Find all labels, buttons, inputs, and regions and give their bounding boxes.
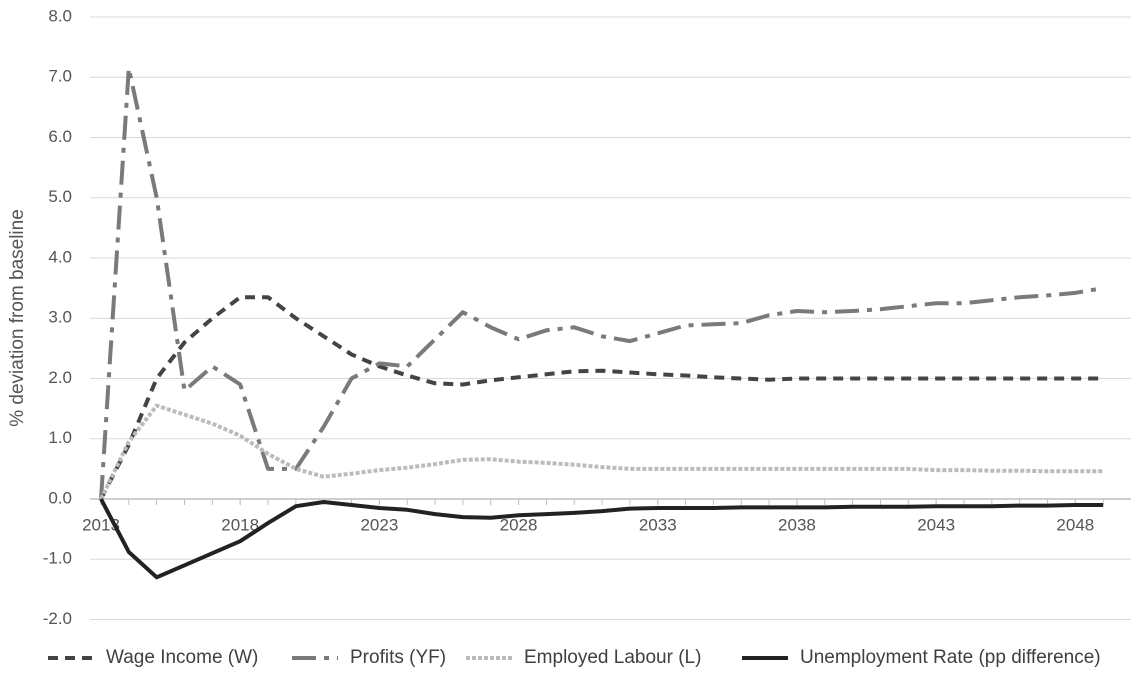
x-tick-label: 2018	[221, 515, 259, 534]
series-line	[99, 66, 1104, 500]
y-tick-label: 6.0	[48, 127, 72, 146]
x-tick-label: 2043	[917, 515, 955, 534]
x-tick-label: 2023	[360, 515, 398, 534]
x-tick-label: 2048	[1056, 515, 1094, 534]
y-tick-label: -1.0	[43, 549, 72, 568]
y-tick-label: 1.0	[48, 428, 72, 447]
y-tick-label: 5.0	[48, 187, 72, 206]
y-tick-label: 2.0	[48, 368, 72, 387]
series-line	[99, 498, 1104, 580]
y-tick-label: 3.0	[48, 308, 72, 327]
x-tick-label: 2033	[639, 515, 677, 534]
y-tick-label: 0.0	[48, 488, 72, 507]
series-line	[99, 295, 1104, 500]
legend-label: Wage Income (W)	[106, 647, 258, 668]
legend-label: Unemployment Rate (pp difference)	[800, 647, 1101, 668]
y-axis-label: % deviation from baseline	[7, 209, 28, 427]
y-tick-label: 7.0	[48, 67, 72, 86]
legend-label: Employed Labour (L)	[524, 647, 701, 668]
y-tick-label: 8.0	[48, 6, 72, 25]
y-tick-label: -2.0	[43, 609, 72, 628]
series-line	[99, 403, 1104, 500]
x-tick-label: 2038	[778, 515, 816, 534]
legend-label: Profits (YF)	[350, 647, 446, 668]
x-tick-label: 2028	[500, 515, 538, 534]
y-tick-label: 4.0	[48, 247, 72, 266]
